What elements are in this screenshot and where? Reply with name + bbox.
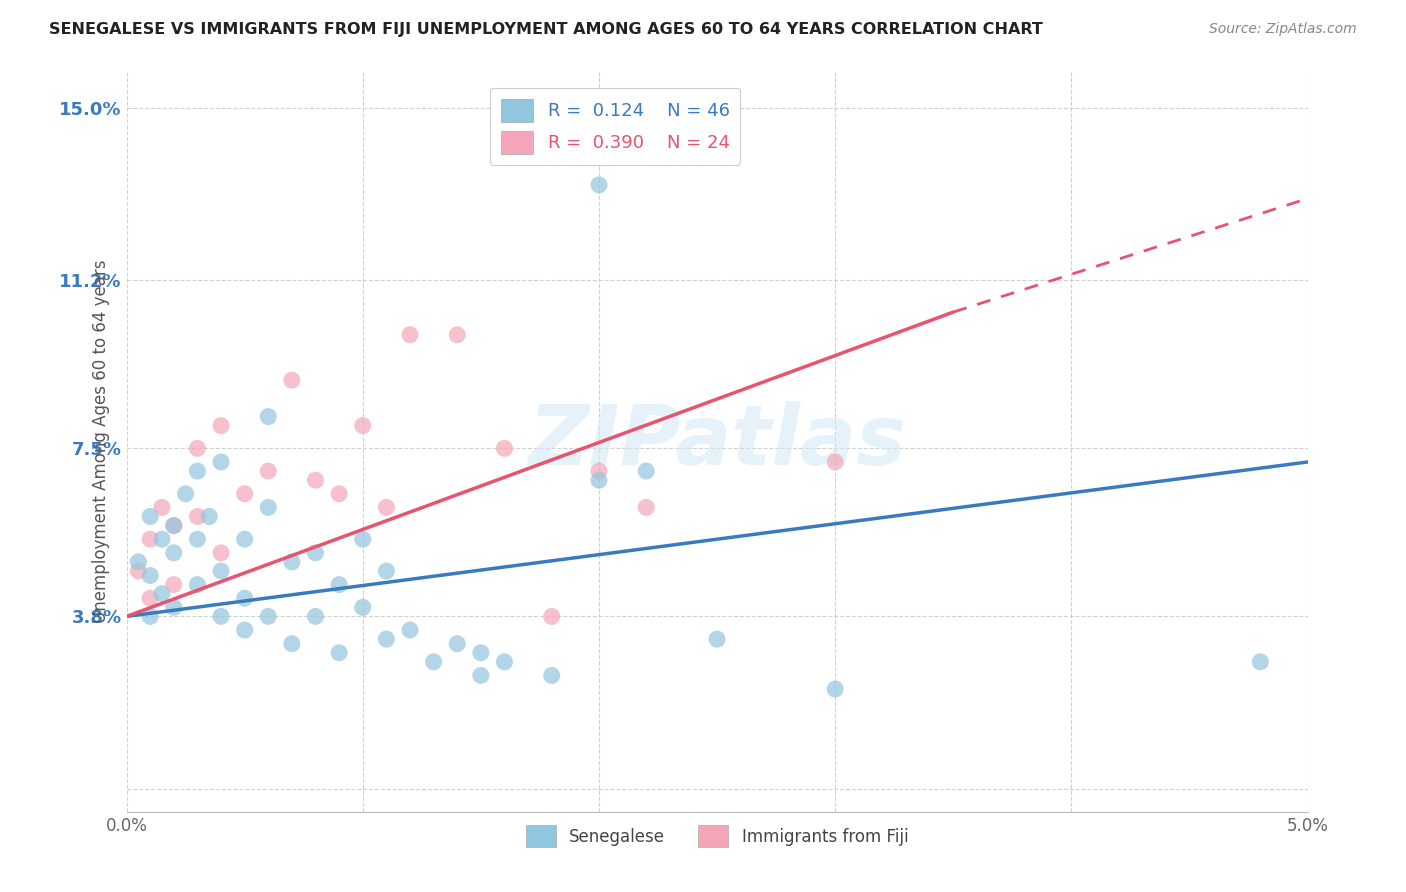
- Point: [706, 632, 728, 647]
- Y-axis label: Unemployment Among Ages 60 to 64 years: Unemployment Among Ages 60 to 64 years: [91, 260, 110, 624]
- Point: [540, 668, 562, 682]
- Point: [139, 609, 162, 624]
- Text: Source: ZipAtlas.com: Source: ZipAtlas.com: [1209, 22, 1357, 37]
- Point: [257, 464, 280, 478]
- Point: [198, 509, 221, 524]
- Point: [139, 568, 162, 582]
- Point: [150, 587, 173, 601]
- Point: [257, 500, 280, 515]
- Point: [163, 518, 186, 533]
- Point: [540, 609, 562, 624]
- Point: [375, 500, 398, 515]
- Point: [328, 487, 350, 501]
- Point: [127, 555, 149, 569]
- Point: [399, 623, 422, 637]
- Point: [494, 442, 516, 456]
- Point: [139, 591, 162, 606]
- Point: [186, 532, 208, 546]
- Point: [139, 509, 162, 524]
- Point: [209, 609, 232, 624]
- Point: [328, 577, 350, 591]
- Point: [399, 327, 422, 342]
- Point: [636, 464, 658, 478]
- Point: [209, 455, 232, 469]
- Point: [422, 655, 444, 669]
- Point: [127, 564, 149, 578]
- Text: SENEGALESE VS IMMIGRANTS FROM FIJI UNEMPLOYMENT AMONG AGES 60 TO 64 YEARS CORREL: SENEGALESE VS IMMIGRANTS FROM FIJI UNEMP…: [49, 22, 1043, 37]
- Legend: Senegalese, Immigrants from Fiji: Senegalese, Immigrants from Fiji: [517, 817, 917, 855]
- Point: [824, 682, 846, 697]
- Point: [281, 637, 304, 651]
- Point: [328, 646, 350, 660]
- Point: [352, 600, 374, 615]
- Point: [304, 609, 326, 624]
- Point: [588, 473, 610, 487]
- Point: [281, 373, 304, 387]
- Point: [186, 577, 208, 591]
- Point: [470, 668, 492, 682]
- Point: [824, 455, 846, 469]
- Point: [588, 178, 610, 192]
- Point: [352, 532, 374, 546]
- Point: [163, 518, 186, 533]
- Point: [233, 532, 256, 546]
- Point: [174, 487, 197, 501]
- Point: [186, 442, 208, 456]
- Point: [281, 555, 304, 569]
- Point: [494, 655, 516, 669]
- Point: [257, 409, 280, 424]
- Point: [446, 327, 468, 342]
- Point: [163, 577, 186, 591]
- Point: [209, 564, 232, 578]
- Point: [233, 623, 256, 637]
- Point: [233, 591, 256, 606]
- Point: [446, 637, 468, 651]
- Text: ZIPatlas: ZIPatlas: [529, 401, 905, 482]
- Point: [304, 473, 326, 487]
- Point: [186, 509, 208, 524]
- Point: [150, 500, 173, 515]
- Point: [636, 500, 658, 515]
- Point: [139, 532, 162, 546]
- Point: [352, 418, 374, 433]
- Point: [375, 564, 398, 578]
- Point: [233, 487, 256, 501]
- Point: [304, 546, 326, 560]
- Point: [588, 464, 610, 478]
- Point: [163, 600, 186, 615]
- Point: [209, 546, 232, 560]
- Point: [163, 546, 186, 560]
- Point: [150, 532, 173, 546]
- Point: [257, 609, 280, 624]
- Point: [1249, 655, 1271, 669]
- Point: [375, 632, 398, 647]
- Point: [209, 418, 232, 433]
- Point: [470, 646, 492, 660]
- Point: [186, 464, 208, 478]
